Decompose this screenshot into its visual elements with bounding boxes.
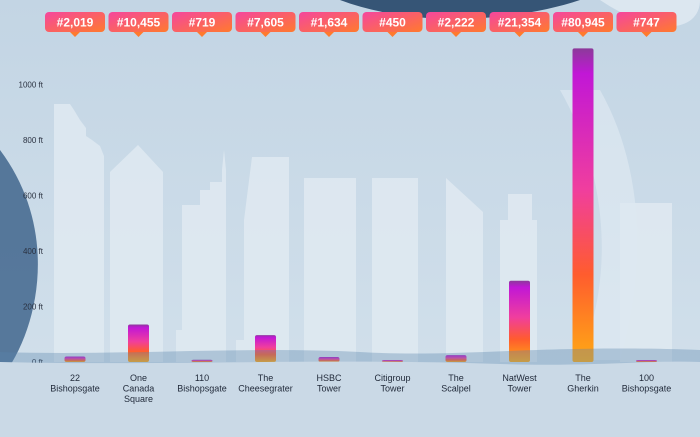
rank-badge: #450 [362,12,423,37]
y-tick-label: 800 ft [23,136,44,145]
badge-pointer [197,32,207,37]
badge-pill [362,12,423,32]
y-tick-label: 600 ft [23,192,44,201]
x-category-label: 100 Bishopsgate [622,373,672,394]
badge-pointer [641,32,652,37]
badge-pill [616,12,677,32]
badge-pill [108,12,169,32]
x-category-label: The Scalpel [441,373,471,394]
badge-pill [426,12,486,32]
x-category-label: The Cheesegrater [238,373,293,394]
x-axis-labels: 22 Bishopsgate One Canada Square 110 Bishopsga… [50,373,671,404]
ground-wave [0,348,700,437]
badge-text: #719 [189,16,216,30]
badge-text: #2,019 [57,16,94,30]
bars-layer [64,48,657,363]
bar [509,280,530,362]
x-category-label: The Gherkin [567,373,599,394]
badge-pill [45,12,105,32]
x-category-label: Citigroup Tower [374,373,410,394]
y-tick-label: 1000 ft [19,81,44,90]
badge-text: #80,945 [561,16,605,30]
bar [64,356,86,362]
badge-pill [299,12,359,32]
badge-pointer [578,32,588,37]
x-category-label: NatWest Tower [502,373,537,394]
badge-pointer [70,32,80,37]
x-category-label: 22 Bishopsgate [50,373,100,394]
badge-pointer [324,32,334,37]
bar [255,335,276,362]
badge-pill [489,12,550,32]
badge-pointer [387,32,398,37]
building-silhouette [372,178,418,362]
badge-text: #7,605 [247,16,284,30]
y-axis: 0 ft 200 ft 400 ft 600 ft 800 ft 1000 ft [19,81,44,368]
building-silhouette [54,104,104,362]
y-tick-label: 400 ft [23,247,44,256]
badge-text: #747 [633,16,660,30]
x-category-label: HSBC Tower [316,373,342,394]
bar [382,360,403,362]
badge-pointer [133,32,144,37]
badge-pointer [260,32,271,37]
badge-text: #21,354 [498,16,542,30]
rank-badge: #80,945 [553,12,613,37]
rank-badge: #1,634 [299,12,359,37]
bar [636,360,657,362]
building-silhouette [620,203,672,362]
building-silhouette [236,157,289,362]
x-category-label: 110 Bishopsgate [177,373,227,394]
badge-pill [235,12,296,32]
badge-text: #2,222 [438,16,475,30]
badge-text: #10,455 [117,16,161,30]
badge-pill [553,12,613,32]
bar [572,48,594,363]
rank-badges: #2,019 #10,455 #719 #7,605 #1,634 #450 #2,222 #… [45,12,677,37]
bar [191,359,213,362]
badge-pointer [451,32,461,37]
y-tick-label: 200 ft [23,303,44,312]
rank-badge: #7,605 [235,12,296,37]
building-silhouette [110,145,163,362]
rank-badge: #21,354 [489,12,550,37]
rank-badge: #2,019 [45,12,105,37]
bar [445,355,467,362]
rank-badge: #10,455 [108,12,169,37]
rank-badge: #2,222 [426,12,486,37]
x-category-label: One Canada Square [123,373,155,404]
badge-pointer [514,32,525,37]
rank-badge: #747 [616,12,677,37]
badge-text: #450 [379,16,406,30]
bar [128,324,149,362]
building-silhouette [176,150,226,362]
building-silhouette [304,178,356,362]
badge-pill [172,12,232,32]
rank-badge: #719 [172,12,232,37]
building-silhouettes [54,104,672,362]
y-tick-label: 0 ft [32,358,44,367]
bar [318,357,340,362]
badge-text: #1,634 [311,16,348,30]
building-silhouette [446,178,483,362]
